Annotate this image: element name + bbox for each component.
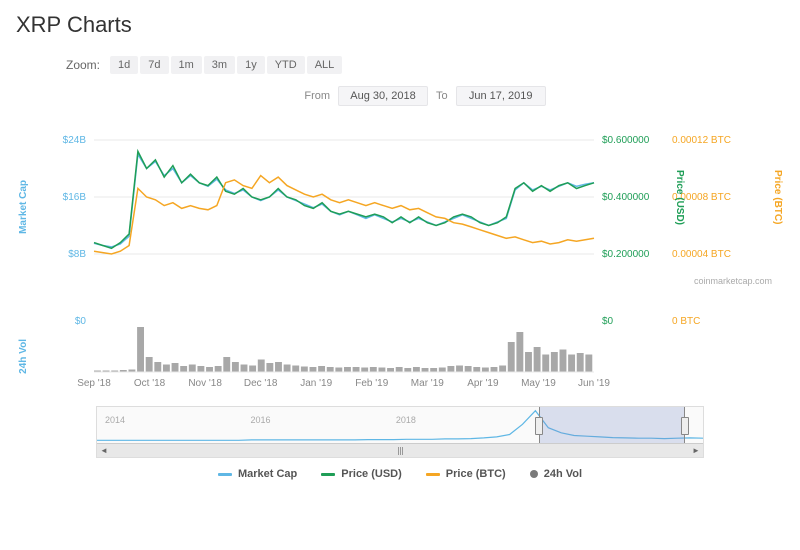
legend-item--h-vol[interactable]: 24h Vol (530, 468, 582, 480)
svg-text:Jan '19: Jan '19 (300, 378, 332, 389)
axis-label-marketcap: Market Cap (18, 180, 29, 234)
legend: Market Cap Price (USD) Price (BTC) 24h Vol (16, 468, 784, 488)
axis-label-pricebtc: Price (BTC) (772, 170, 783, 224)
svg-text:Nov '18: Nov '18 (188, 378, 222, 389)
svg-text:May '19: May '19 (521, 378, 556, 389)
scroll-grip-icon[interactable] (390, 447, 410, 455)
svg-text:Mar '19: Mar '19 (411, 378, 444, 389)
legend-label: Price (USD) (341, 468, 402, 480)
zoom-btn-1m[interactable]: 1m (171, 56, 202, 74)
svg-text:$24B: $24B (63, 135, 87, 146)
zoom-btn-1y[interactable]: 1y (237, 56, 265, 74)
zoom-controls: Zoom: 1d7d1m3m1yYTDALL (66, 56, 784, 74)
zoom-btn-7d[interactable]: 7d (140, 56, 168, 74)
to-label: To (436, 90, 448, 102)
legend-swatch (218, 473, 232, 476)
navigator-chart[interactable]: 2014 2016 2018 ◄ ► (96, 406, 704, 458)
zoom-btn-1d[interactable]: 1d (110, 56, 138, 74)
navigator-scrollbar[interactable]: ◄ ► (97, 443, 703, 457)
nav-tick: 2018 (396, 415, 416, 425)
legend-label: 24h Vol (544, 468, 582, 480)
scroll-left-icon[interactable]: ◄ (99, 446, 109, 456)
navigator-handle-left[interactable] (535, 417, 543, 435)
svg-text:0.00012 BTC: 0.00012 BTC (672, 135, 731, 146)
navigator-handle-right[interactable] (681, 417, 689, 435)
svg-text:0.00004 BTC: 0.00004 BTC (672, 249, 731, 260)
main-chart-area: Market Cap Price (USD) Price (BTC) $24B$… (16, 130, 784, 290)
svg-text:$0.400000: $0.400000 (602, 192, 650, 203)
svg-text:Jun '19: Jun '19 (578, 378, 610, 389)
svg-text:$0: $0 (75, 316, 87, 327)
from-label: From (304, 90, 330, 102)
svg-text:Apr '19: Apr '19 (467, 378, 499, 389)
from-date-input[interactable] (338, 86, 428, 106)
svg-text:$16B: $16B (63, 192, 87, 203)
svg-text:$0: $0 (602, 316, 614, 327)
legend-swatch (321, 473, 335, 476)
nav-tick: 2016 (250, 415, 270, 425)
scroll-right-icon[interactable]: ► (691, 446, 701, 456)
legend-label: Market Cap (238, 468, 297, 480)
legend-item-market-cap[interactable]: Market Cap (218, 468, 297, 480)
axis-label-vol: 24h Vol (18, 339, 29, 374)
to-date-input[interactable] (456, 86, 546, 106)
zoom-btn-all[interactable]: ALL (307, 56, 343, 74)
axis-label-priceusd: Price (USD) (674, 170, 685, 225)
svg-text:$0.200000: $0.200000 (602, 249, 650, 260)
zoom-btn-3m[interactable]: 3m (204, 56, 235, 74)
legend-swatch (426, 473, 440, 476)
date-range-row: From To (66, 86, 784, 106)
legend-item-price-btc-[interactable]: Price (BTC) (426, 468, 506, 480)
svg-text:0 BTC: 0 BTC (672, 316, 700, 327)
svg-text:$0.600000: $0.600000 (602, 135, 650, 146)
zoom-label: Zoom: (66, 58, 100, 72)
svg-text:Oct '18: Oct '18 (134, 378, 166, 389)
navigator-selection[interactable] (539, 407, 684, 445)
svg-text:Sep '18: Sep '18 (77, 378, 111, 389)
legend-item-price-usd-[interactable]: Price (USD) (321, 468, 402, 480)
svg-text:Dec '18: Dec '18 (244, 378, 278, 389)
volume-chart-area: 24h Vol $0 $0 0 BTC Sep '18 Oct '18 Nov '18 De… (16, 314, 784, 394)
volume-chart-svg: $0 $0 0 BTC Sep '18 Oct '18 Nov '18 Dec '18 Jan… (16, 314, 786, 392)
page-title: XRP Charts (16, 12, 784, 38)
legend-swatch (530, 470, 538, 478)
zoom-btn-ytd[interactable]: YTD (267, 56, 305, 74)
nav-tick: 2014 (105, 415, 125, 425)
svg-text:Feb '19: Feb '19 (355, 378, 388, 389)
legend-label: Price (BTC) (446, 468, 506, 480)
svg-text:$8B: $8B (68, 249, 86, 260)
attribution: coinmarketcap.com (694, 276, 772, 286)
main-chart-svg: $24B $0.600000 0.00012 BTC $16B $0.400000 0.0… (16, 130, 786, 280)
